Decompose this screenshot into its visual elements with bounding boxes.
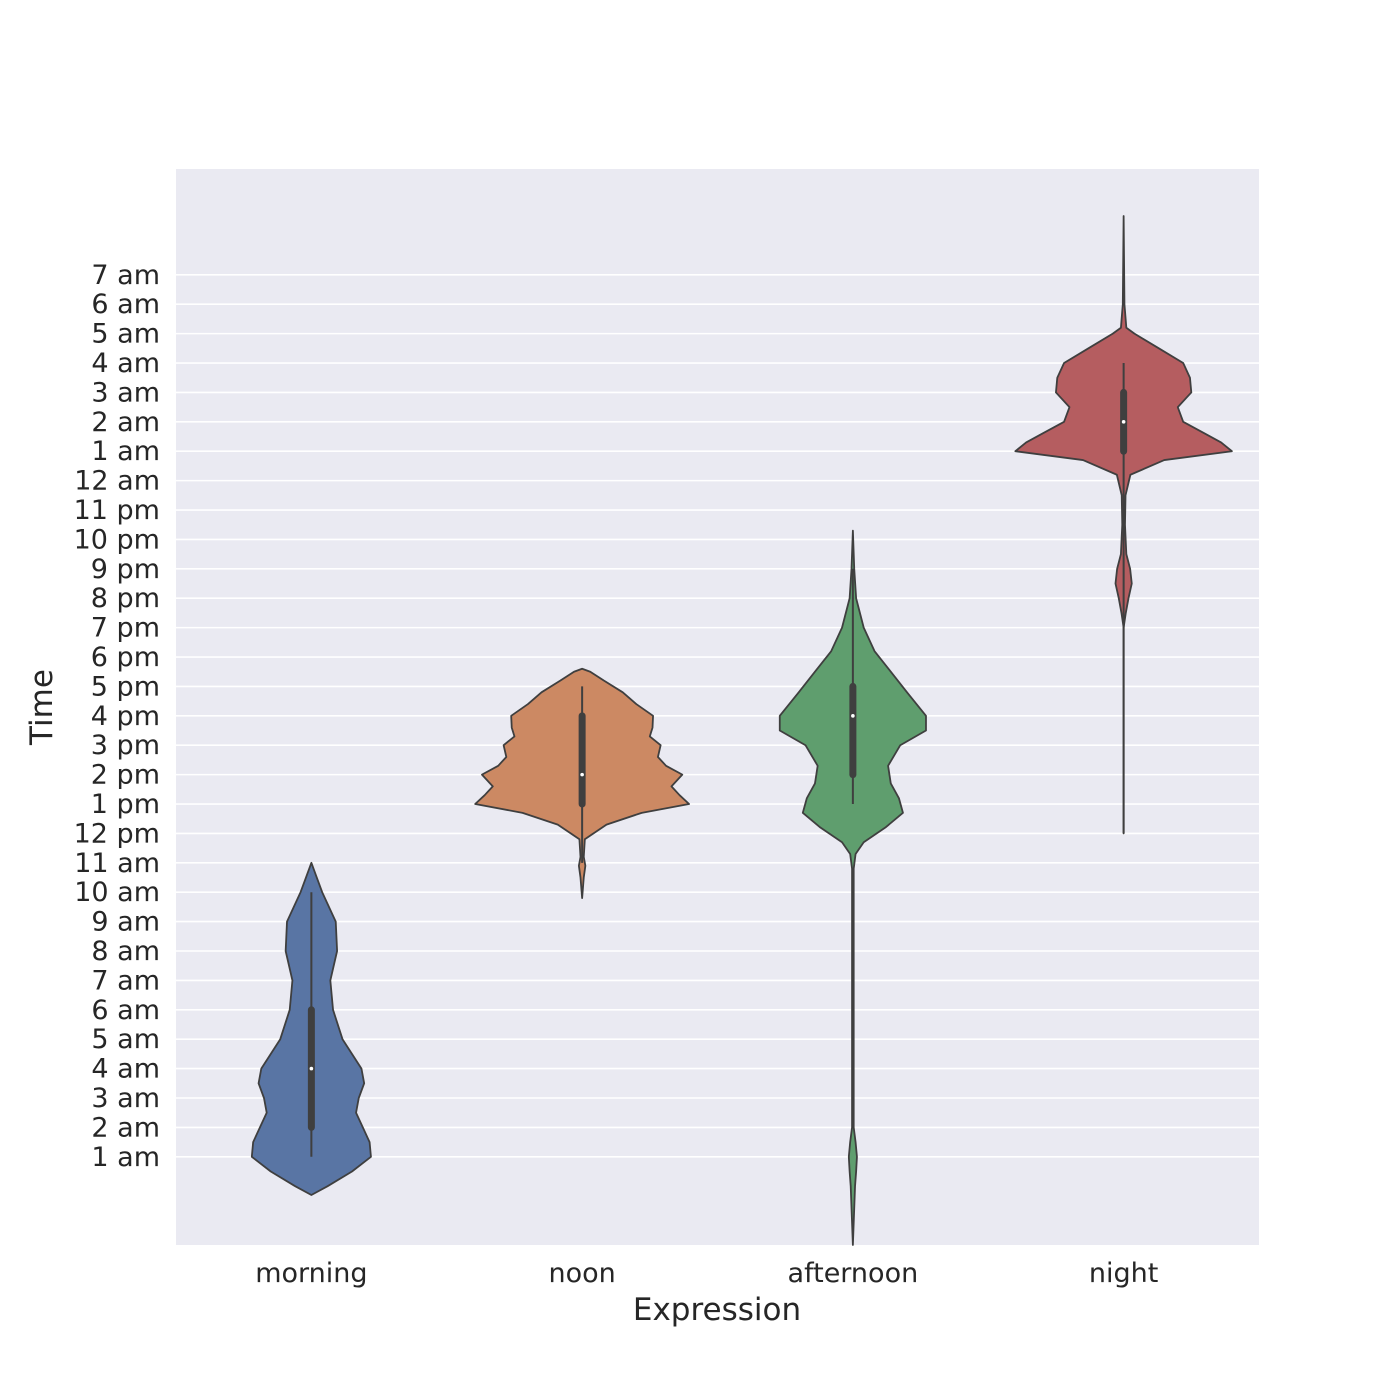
y-tick-label: 1 am — [91, 1142, 160, 1173]
y-tick-label: 5 am — [91, 319, 160, 350]
y-tick-label: 3 am — [91, 1083, 160, 1114]
y-tick-label: 2 pm — [91, 760, 160, 791]
y-tick-label: 10 am — [74, 877, 160, 908]
y-tick-label: 10 pm — [74, 524, 160, 555]
violin-body — [778, 529, 927, 1246]
y-tick-label: 7 am — [91, 965, 160, 996]
y-tick-label: 8 am — [91, 936, 160, 967]
y-tick-label: 12 pm — [74, 818, 160, 849]
y-tick-label: 7 am — [91, 260, 160, 291]
y-tick-label: 7 pm — [91, 613, 160, 644]
y-tick-label: 5 am — [91, 1024, 160, 1055]
y-tick-label: 2 am — [91, 1112, 160, 1143]
y-tick-label: 3 am — [91, 377, 160, 408]
y-tick-label: 6 am — [91, 289, 160, 320]
violin-morning — [250, 861, 372, 1196]
y-tick-label: 5 pm — [91, 671, 160, 702]
violin-afternoon — [778, 529, 927, 1246]
y-tick-label: 2 am — [91, 407, 160, 438]
violin-median — [851, 714, 855, 718]
x-tick-labels: morning noon afternoon night — [255, 1258, 1158, 1289]
x-tick-label: afternoon — [788, 1258, 919, 1289]
y-tick-label: 4 am — [91, 1054, 160, 1085]
y-tick-label: 11 pm — [74, 495, 160, 526]
violin-median — [580, 772, 584, 777]
y-tick-label: 1 pm — [91, 789, 160, 820]
violin-median — [1121, 420, 1126, 424]
x-tick-label: noon — [548, 1258, 615, 1289]
violin-median — [309, 1066, 314, 1071]
y-tick-label: 11 am — [74, 848, 160, 879]
y-axis-title: Time — [24, 669, 60, 746]
violins — [250, 215, 1233, 1246]
violin-night — [1014, 215, 1233, 835]
violin-noon — [474, 667, 690, 899]
y-tick-label: 4 am — [91, 348, 160, 379]
y-tick-label: 1 am — [91, 436, 160, 467]
y-tick-label: 9 pm — [91, 554, 160, 585]
x-tick-label: night — [1089, 1258, 1158, 1289]
y-tick-label: 9 am — [91, 907, 160, 938]
y-tick-label: 8 pm — [91, 583, 160, 614]
y-tick-label: 4 pm — [91, 701, 160, 732]
y-tick-label: 6 am — [91, 995, 160, 1026]
y-tick-label: 6 pm — [91, 642, 160, 673]
x-axis-title: Expression — [633, 1292, 801, 1328]
y-tick-label: 3 pm — [91, 730, 160, 761]
x-tick-label: morning — [255, 1258, 367, 1289]
y-tick-label: 12 am — [74, 466, 160, 497]
